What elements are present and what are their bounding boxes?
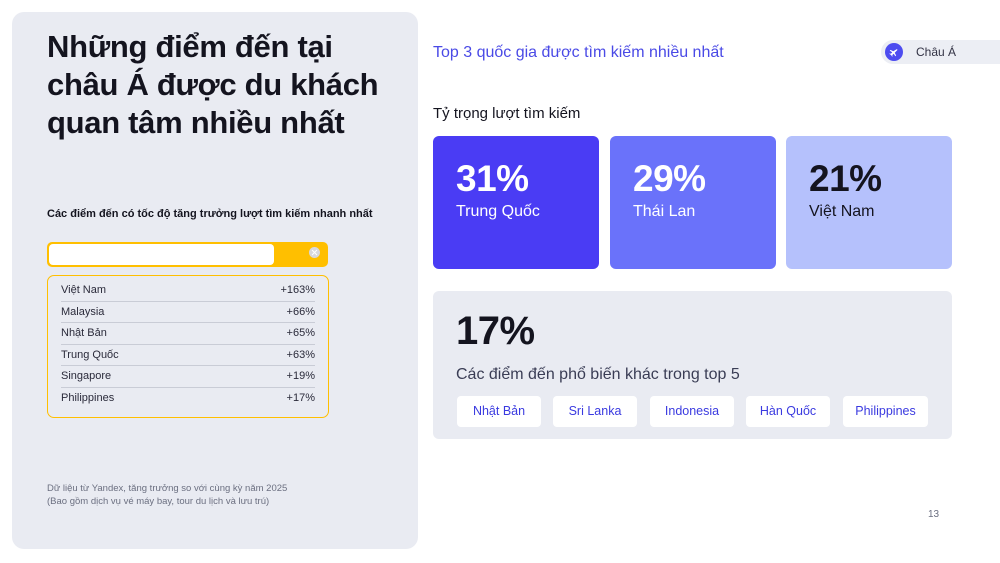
country-name: Malaysia	[61, 305, 105, 318]
other-destinations-card: 17% Các điểm đến phổ biến khác trong top…	[433, 291, 952, 439]
growth-value: +19%	[286, 370, 315, 383]
share-card-vietnam: 21% Việt Nam	[786, 136, 952, 269]
other-share-value: 17%	[456, 309, 535, 353]
page-title: Những điểm đến tại châu Á được du khách …	[47, 29, 379, 140]
destination-chip[interactable]: Indonesia	[650, 396, 734, 427]
table-row: Singapore +19%	[61, 366, 315, 388]
country-name: Nhật Bản	[61, 327, 107, 340]
table-row: Nhật Bản +65%	[61, 323, 315, 345]
country-name: Philippines	[61, 391, 115, 404]
footnote: Dữ liệu từ Yandex, tăng trưởng so với cù…	[47, 482, 287, 508]
table-row: Malaysia +66%	[61, 302, 315, 324]
share-value: 29%	[633, 158, 706, 199]
share-card-china: 31% Trung Quốc	[433, 136, 599, 269]
share-country: Trung Quốc	[456, 203, 540, 220]
table-row: Philippines +17%	[61, 388, 315, 410]
share-title: Tỷ trọng lượt tìm kiếm	[433, 105, 581, 122]
page-number: 13	[928, 509, 940, 520]
share-value: 31%	[456, 158, 529, 199]
growth-value: +63%	[286, 348, 315, 361]
country-name: Trung Quốc	[61, 348, 119, 361]
growth-value: +17%	[286, 391, 315, 404]
share-value: 21%	[809, 158, 882, 199]
growth-table: Việt Nam +163% Malaysia +66% Nhật Bản +6…	[47, 275, 329, 418]
search-bar	[47, 242, 328, 267]
country-name: Việt Nam	[61, 284, 107, 296]
other-caption: Các điểm đến phổ biến khác trong top 5	[456, 366, 740, 383]
destination-chip[interactable]: Hàn Quốc	[746, 396, 830, 427]
region-label: Châu Á	[916, 45, 957, 59]
growth-value: +163%	[280, 284, 315, 296]
footnote-line: (Bao gồm dịch vụ vé máy bay, tour du lịc…	[47, 496, 270, 507]
table-row: Trung Quốc +63%	[61, 345, 315, 367]
growth-value: +65%	[286, 327, 315, 340]
country-name: Singapore	[61, 370, 112, 383]
destination-chip[interactable]: Sri Lanka	[553, 396, 637, 427]
share-card-thailand: 29% Thái Lan	[610, 136, 776, 269]
destination-chip[interactable]: Philippines	[843, 396, 928, 427]
section-title: Top 3 quốc gia được tìm kiếm nhiều nhất	[433, 44, 724, 61]
growth-subheading: Các điểm đến có tốc độ tăng trưởng lượt …	[47, 208, 373, 220]
clear-icon[interactable]	[309, 247, 320, 258]
growth-value: +66%	[286, 305, 315, 318]
search-input[interactable]	[49, 244, 274, 265]
table-row: Việt Nam +163%	[61, 280, 315, 302]
region-chip[interactable]: Châu Á	[881, 40, 1000, 64]
share-country: Việt Nam	[809, 203, 875, 220]
plane-icon	[885, 43, 903, 61]
footnote-line: Dữ liệu từ Yandex, tăng trưởng so với cù…	[47, 483, 288, 494]
share-country: Thái Lan	[633, 203, 696, 220]
destination-chip[interactable]: Nhật Bản	[457, 396, 541, 427]
